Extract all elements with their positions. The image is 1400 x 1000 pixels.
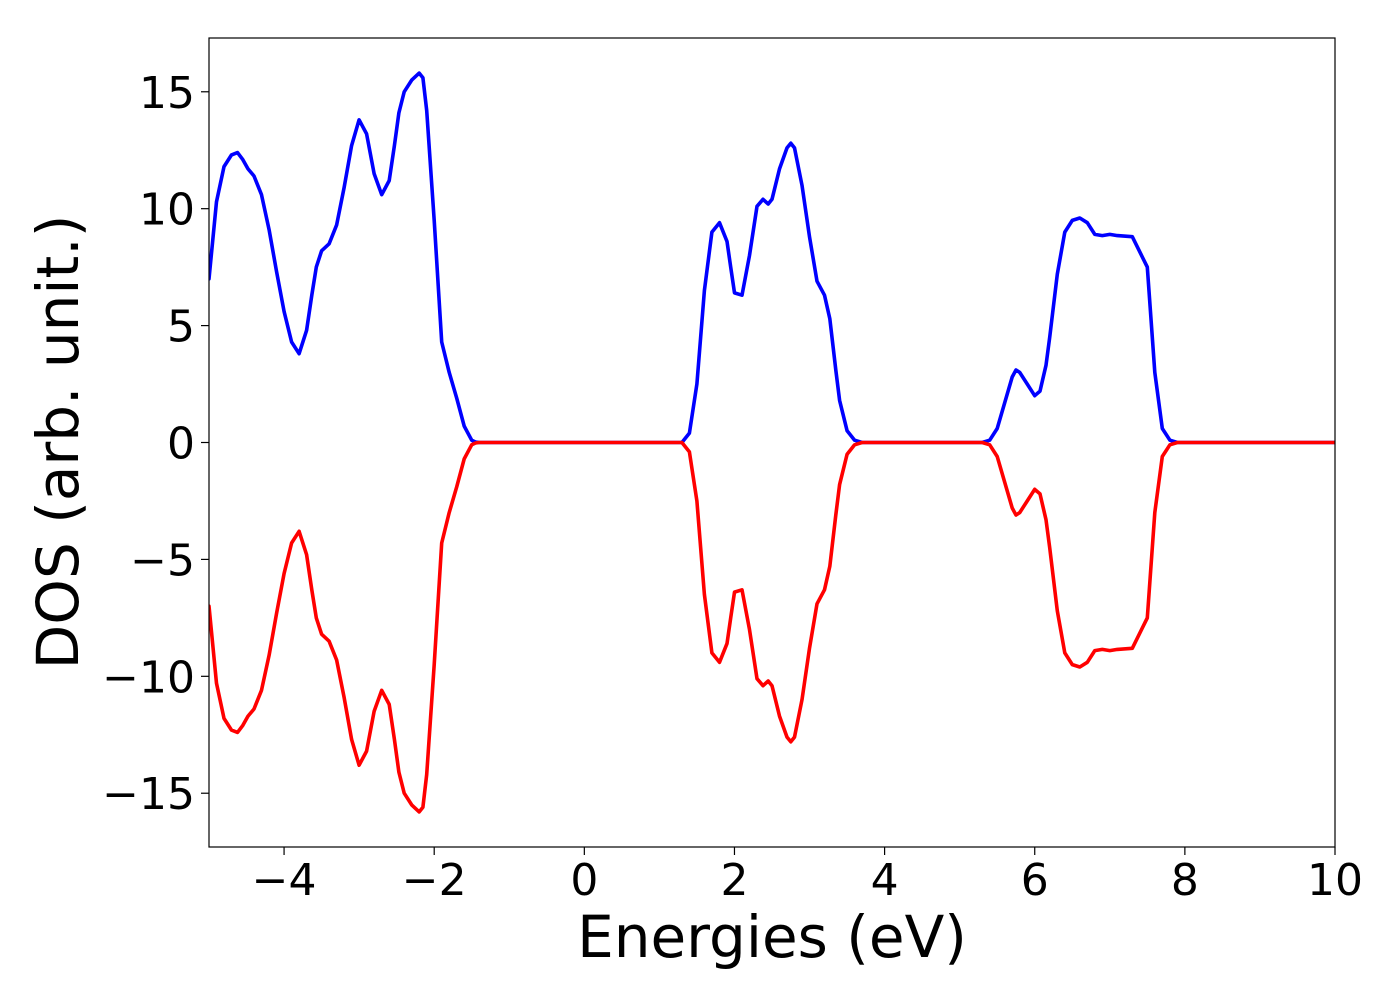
plot-frame [208, 37, 1336, 848]
y-tick-label: −5 [130, 535, 195, 586]
x-axis: −4 −2 0 2 4 6 8 10 [252, 847, 1363, 906]
x-tick-label: 0 [570, 855, 598, 906]
y-tick-label: 5 [167, 302, 195, 353]
series-line-positive [209, 71, 1335, 445]
y-tick-label: −15 [102, 769, 195, 820]
y-tick-label: −10 [102, 652, 195, 703]
x-tick-label: 10 [1307, 855, 1363, 906]
y-axis: 15 10 5 0 −5 −10 −15 [102, 68, 209, 820]
x-tick-label: −4 [252, 855, 317, 906]
y-tick-label: 10 [139, 185, 195, 236]
x-tick-label: 4 [871, 855, 899, 906]
x-tick-label: −2 [402, 855, 467, 906]
x-tick-label: 6 [1021, 855, 1049, 906]
y-axis-label: DOS (arb. unit.) [24, 215, 92, 670]
series-line-negative [209, 440, 1335, 814]
series-layer [209, 71, 1335, 814]
y-tick-label: 15 [139, 68, 195, 119]
y-tick-label: 0 [167, 419, 195, 470]
x-tick-label: 2 [720, 855, 748, 906]
x-tick-label: 8 [1171, 855, 1199, 906]
x-axis-label: Energies (eV) [577, 903, 967, 971]
